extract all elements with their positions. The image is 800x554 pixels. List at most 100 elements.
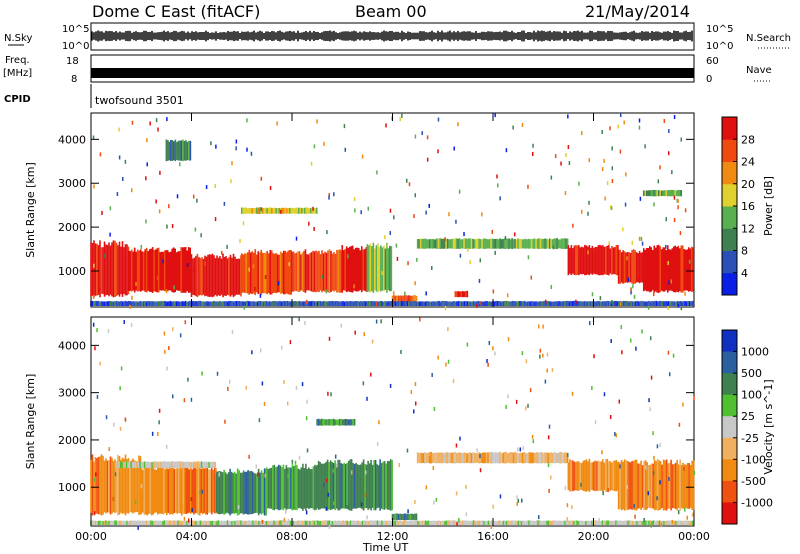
sparse-point [567, 114, 569, 119]
sparse-point [252, 264, 255, 269]
colorbar-segment [722, 351, 737, 374]
sparse-point [158, 209, 161, 214]
sparse-point [321, 274, 324, 279]
sparse-point [691, 512, 694, 517]
freq-tick-bottom: 8 [71, 74, 77, 85]
sparse-point [166, 366, 168, 371]
sparse-point [494, 113, 496, 118]
sparse-point [499, 196, 501, 201]
sparse-point [380, 319, 382, 324]
data-band [617, 249, 644, 285]
sparse-point [532, 439, 535, 444]
sparse-point [168, 346, 170, 351]
colorbar-tick-label: 16 [741, 200, 755, 213]
sparse-point [216, 371, 219, 376]
sparse-point [566, 517, 568, 522]
nave-tick-top: 60 [706, 56, 719, 67]
sparse-point [620, 325, 623, 330]
data-band [567, 244, 619, 276]
data-band [240, 207, 318, 214]
sparse-point [316, 119, 318, 124]
colorbar-tick-label: 20 [741, 178, 755, 191]
sparse-point [431, 266, 433, 271]
sparse-point [305, 416, 308, 421]
colorbar-segment [722, 394, 737, 417]
data-band [567, 458, 619, 492]
sparse-point [599, 296, 602, 301]
sparse-point [684, 291, 686, 296]
sparse-point [163, 460, 166, 465]
sparse-point [588, 158, 591, 163]
sparse-point [108, 447, 111, 452]
sparse-point [652, 431, 654, 436]
sparse-point [624, 202, 627, 207]
sparse-point [640, 236, 643, 241]
sparse-point [428, 203, 431, 208]
sparse-point [591, 386, 593, 391]
sparse-point [426, 157, 429, 162]
sparse-point [544, 379, 547, 384]
sparse-point [611, 166, 614, 171]
beam-label: Beam 00 [355, 2, 427, 21]
sparse-point [227, 386, 229, 391]
sparse-point [176, 194, 179, 199]
sparse-point [326, 230, 328, 235]
sparse-point [130, 188, 133, 193]
sparse-point [622, 227, 624, 232]
sparse-point [375, 319, 378, 324]
sparse-point [459, 436, 461, 441]
sparse-point [261, 519, 264, 524]
sparse-point [323, 141, 325, 146]
sparse-point [407, 509, 409, 514]
sparse-point [594, 420, 597, 425]
sparse-point [118, 155, 121, 160]
sparse-point [507, 394, 509, 399]
sparse-point [258, 418, 261, 423]
sparse-point [575, 299, 577, 304]
sparse-point [285, 509, 287, 514]
freq-label-bottom: [MHz] [3, 68, 32, 79]
sparse-point [162, 259, 164, 264]
sparse-point [425, 485, 428, 490]
sparse-point [124, 159, 127, 164]
sparse-point [109, 206, 112, 211]
sparse-point [109, 232, 111, 237]
sparse-point [675, 277, 678, 282]
sparse-point [361, 154, 364, 159]
sparse-point [116, 192, 119, 197]
nave-tick-bottom: 0 [706, 74, 712, 85]
colorbar-segment [722, 416, 737, 439]
sparse-point [313, 144, 316, 149]
sparse-point [608, 241, 610, 246]
sparse-point [516, 501, 519, 506]
sparse-point [527, 255, 530, 260]
sparse-point [603, 158, 605, 163]
sparse-point [201, 489, 204, 494]
x-tick-label: 12:00 [377, 530, 409, 543]
sparse-point [547, 435, 550, 440]
sparse-point [325, 289, 328, 294]
sparse-point [288, 262, 290, 267]
sparse-point [378, 420, 380, 425]
colorbar-segment [722, 228, 737, 251]
sparse-point [623, 120, 625, 125]
data-band [316, 418, 356, 426]
sparse-point [627, 277, 629, 282]
sparse-point [122, 176, 124, 181]
sparse-point [634, 514, 636, 519]
sparse-point [312, 206, 314, 211]
sparse-point [665, 217, 667, 222]
colorbar-tick-label: -500 [741, 475, 766, 488]
sparse-point [264, 275, 267, 280]
sparse-point [647, 491, 650, 496]
sparse-point [668, 129, 670, 134]
sparse-point [459, 253, 462, 258]
sparse-point [632, 284, 634, 289]
sparse-point [343, 124, 346, 129]
sparse-point [280, 209, 282, 214]
sparse-point [155, 118, 158, 123]
sparse-point [507, 337, 510, 342]
sparse-point [677, 510, 680, 515]
sparse-point [190, 397, 193, 402]
